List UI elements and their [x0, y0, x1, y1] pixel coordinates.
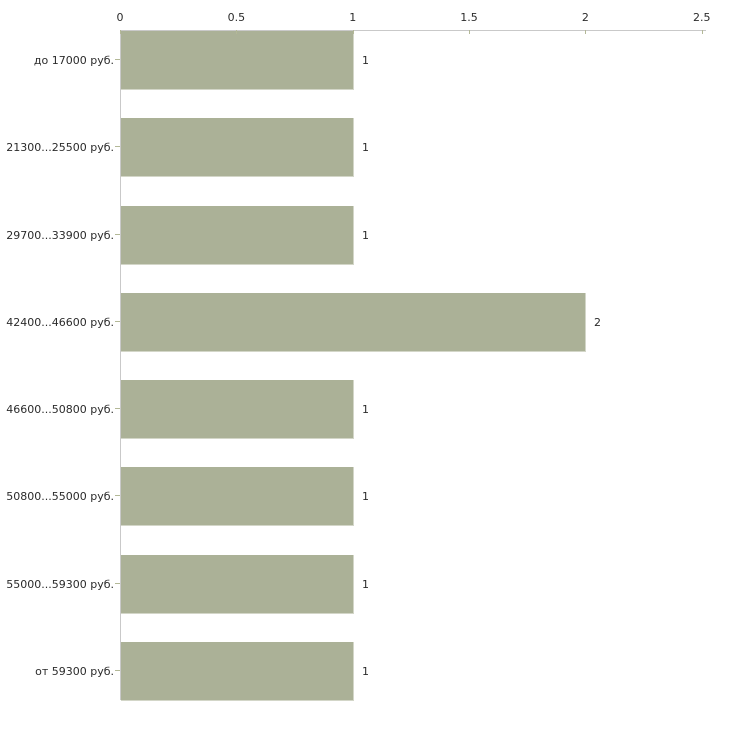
- x-axis-tick-label: 2: [581, 11, 589, 24]
- x-axis-tick-mark: [120, 30, 121, 34]
- category-label: 42400...46600 руб.: [6, 315, 114, 329]
- category-tick-mark: [115, 146, 120, 147]
- y-axis-line: [120, 30, 121, 700]
- value-label: 2: [594, 315, 601, 329]
- category-tick-mark: [115, 408, 120, 409]
- category-label: от 59300 руб.: [35, 664, 114, 678]
- bar: [121, 642, 354, 701]
- value-label: 1: [362, 664, 369, 678]
- category-tick-mark: [115, 583, 120, 584]
- x-axis-tick-mark: [353, 30, 354, 34]
- x-axis-tick-label: 0: [116, 11, 124, 24]
- x-axis-tick-mark: [585, 30, 586, 34]
- category-label: 21300...25500 руб.: [6, 140, 114, 154]
- x-axis-tick-label: 0.5: [227, 11, 246, 24]
- value-label: 1: [362, 140, 369, 154]
- category-tick-mark: [115, 321, 120, 322]
- x-axis-tick-label: 2.5: [693, 11, 711, 24]
- category-tick-mark: [115, 234, 120, 235]
- bar: [121, 118, 354, 177]
- x-axis-tick-mark: [469, 30, 470, 34]
- x-axis-tick-label: 1.5: [460, 11, 478, 24]
- x-axis-tick-label: 1: [349, 11, 357, 24]
- bar: [121, 206, 354, 265]
- x-axis-line: [120, 30, 706, 31]
- x-axis-tick-mark: [702, 30, 703, 34]
- value-label: 1: [362, 53, 369, 67]
- category-label: 50800...55000 руб.: [6, 489, 114, 503]
- bar: [121, 555, 354, 614]
- value-label: 1: [362, 489, 369, 503]
- bar: [121, 467, 354, 526]
- bar: [121, 293, 586, 352]
- category-label: 29700...33900 руб.: [6, 228, 114, 242]
- category-label: 46600...50800 руб.: [6, 402, 114, 416]
- category-tick-mark: [115, 495, 120, 496]
- value-label: 1: [362, 402, 369, 416]
- bar: [121, 380, 354, 439]
- x-axis-tick-mark: [236, 30, 237, 34]
- bar: [121, 31, 354, 90]
- value-label: 1: [362, 228, 369, 242]
- category-tick-mark: [115, 59, 120, 60]
- category-tick-mark: [115, 670, 120, 671]
- category-label: до 17000 руб.: [33, 53, 114, 67]
- value-label: 1: [362, 577, 369, 591]
- category-label: 55000...59300 руб.: [6, 577, 114, 591]
